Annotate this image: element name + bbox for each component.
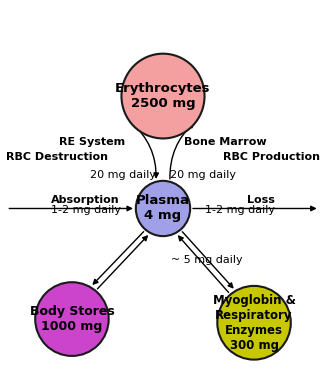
Text: RE System: RE System	[59, 137, 125, 147]
Text: Erythrocytes
2500 mg: Erythrocytes 2500 mg	[115, 82, 211, 110]
Ellipse shape	[122, 54, 204, 138]
Text: 20 mg daily: 20 mg daily	[90, 170, 156, 180]
Text: 1-2 mg daily: 1-2 mg daily	[51, 204, 121, 215]
Text: 20 mg daily: 20 mg daily	[170, 170, 236, 180]
Text: Myoglobin &
Respiratory
Enzymes
300 mg: Myoglobin & Respiratory Enzymes 300 mg	[213, 294, 295, 352]
Ellipse shape	[217, 286, 291, 359]
Text: Loss: Loss	[247, 195, 275, 205]
Text: Body Stores
1000 mg: Body Stores 1000 mg	[30, 305, 114, 333]
Text: ~ 5 mg daily: ~ 5 mg daily	[171, 255, 243, 265]
Ellipse shape	[136, 181, 190, 236]
Text: Absorption: Absorption	[51, 195, 120, 205]
Text: 1-2 mg daily: 1-2 mg daily	[205, 204, 275, 215]
Text: Plasma
4 mg: Plasma 4 mg	[136, 195, 190, 222]
Ellipse shape	[35, 282, 109, 356]
Text: RBC Production: RBC Production	[223, 152, 319, 162]
Text: RBC Destruction: RBC Destruction	[7, 152, 109, 162]
Text: Bone Marrow: Bone Marrow	[184, 137, 267, 147]
